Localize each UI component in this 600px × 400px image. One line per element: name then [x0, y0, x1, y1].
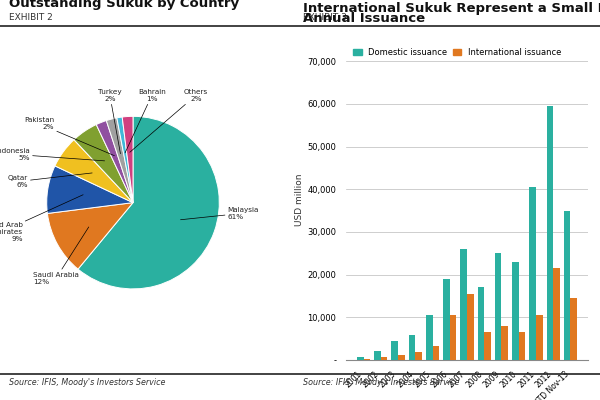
Text: Turkey
2%: Turkey 2% [98, 89, 122, 154]
Bar [519, 332, 525, 360]
Text: International Sukuk Represent a Small Portion of: International Sukuk Represent a Small Po… [303, 2, 600, 15]
Text: Malaysia
61%: Malaysia 61% [181, 207, 259, 220]
Wedge shape [96, 120, 133, 203]
Text: Pakistan
2%: Pakistan 2% [24, 117, 115, 156]
Wedge shape [106, 118, 133, 203]
Text: Bahrain
1%: Bahrain 1% [125, 89, 166, 153]
Bar [502, 326, 508, 360]
Bar [512, 262, 519, 360]
Bar [450, 315, 457, 360]
Bar [426, 315, 433, 360]
Bar [547, 106, 553, 360]
Bar [536, 315, 542, 360]
Bar [553, 268, 560, 360]
Bar [415, 352, 422, 360]
Bar [484, 332, 491, 360]
Bar [571, 298, 577, 360]
Text: Annual Issuance: Annual Issuance [303, 12, 425, 25]
Bar [529, 187, 536, 360]
Bar [409, 335, 415, 360]
Bar [381, 357, 388, 360]
Text: Source: IFIS, Moody's Investors Service: Source: IFIS, Moody's Investors Service [9, 378, 166, 387]
Text: Outstanding Sukuk by Country: Outstanding Sukuk by Country [9, 0, 239, 10]
Text: EXHIBIT 3: EXHIBIT 3 [303, 13, 347, 22]
Bar [443, 279, 450, 360]
Text: Qatar
6%: Qatar 6% [8, 173, 92, 188]
Bar [398, 355, 404, 360]
Bar [564, 211, 571, 360]
Bar [495, 253, 502, 360]
Wedge shape [47, 166, 133, 214]
Wedge shape [55, 140, 133, 203]
Wedge shape [117, 117, 133, 203]
Text: Indonesia
5%: Indonesia 5% [0, 148, 104, 161]
Text: Others
2%: Others 2% [130, 89, 208, 152]
Y-axis label: USD million: USD million [295, 174, 304, 226]
Text: Source: IFIS, Moody's Investors Service: Source: IFIS, Moody's Investors Service [303, 378, 460, 387]
Bar [391, 341, 398, 360]
Bar [364, 359, 370, 360]
Wedge shape [122, 116, 133, 203]
Wedge shape [47, 203, 133, 269]
Wedge shape [74, 124, 133, 203]
Bar [374, 351, 381, 360]
Bar [357, 357, 364, 360]
Legend: Domestic issuance, International issuance: Domestic issuance, International issuanc… [350, 44, 565, 60]
Text: United Arab
Emirates
9%: United Arab Emirates 9% [0, 195, 83, 242]
Wedge shape [78, 116, 219, 289]
Bar [467, 294, 473, 360]
Text: EXHIBIT 2: EXHIBIT 2 [9, 13, 53, 22]
Bar [478, 288, 484, 360]
Bar [433, 346, 439, 360]
Bar [460, 249, 467, 360]
Text: Saudi Arabia
12%: Saudi Arabia 12% [33, 227, 89, 285]
